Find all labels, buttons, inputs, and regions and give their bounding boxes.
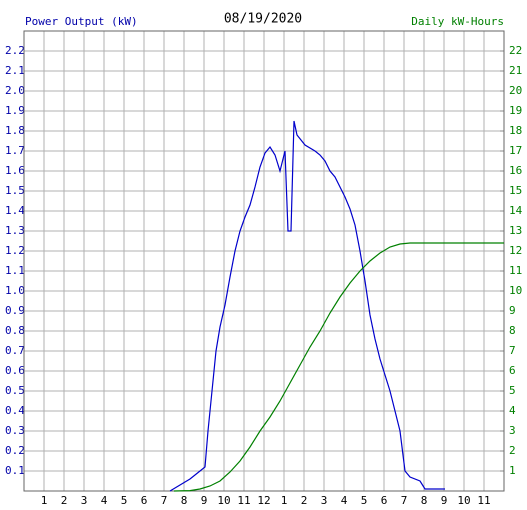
x-tick-label: 9 (201, 494, 208, 507)
y2-tick-label: 13 (509, 224, 522, 237)
y-tick-label: 2.1 (5, 64, 25, 77)
y-tick-label: 1.4 (5, 204, 25, 217)
y-tick-label: 1.8 (5, 124, 25, 137)
y2-tick-label: 22 (509, 44, 522, 57)
y2-tick-label: 9 (509, 304, 516, 317)
series-line (173, 242, 504, 492)
x-tick-label: 12 (257, 494, 270, 507)
y2-tick-label: 17 (509, 144, 522, 157)
y2-tick-label: 15 (509, 184, 522, 197)
y-tick-label: 1.2 (5, 244, 25, 257)
y-tick-label: 1.5 (5, 184, 25, 197)
x-tick-label: 5 (361, 494, 368, 507)
y2-tick-label: 16 (509, 164, 522, 177)
y2-tick-label: 11 (509, 264, 522, 277)
y2-tick-label: 6 (509, 364, 516, 377)
y2-tick-label: 5 (509, 384, 516, 397)
y-tick-label: 0.3 (5, 424, 25, 437)
y2-tick-label: 19 (509, 104, 522, 117)
y2-tick-label: 14 (509, 204, 523, 217)
y-tick-label: 1.1 (5, 264, 25, 277)
x-tick-label: 6 (381, 494, 388, 507)
y-tick-label: 1.0 (5, 284, 25, 297)
x-tick-label: 4 (101, 494, 108, 507)
y-tick-label: 1.3 (5, 224, 25, 237)
y2-tick-label: 18 (509, 124, 522, 137)
x-tick-label: 8 (421, 494, 428, 507)
x-tick-label: 1 (41, 494, 48, 507)
x-tick-label: 2 (301, 494, 308, 507)
plot-border (23, 30, 505, 492)
y2-tick-label: 4 (509, 404, 516, 417)
y2-axis-label: Daily kW-Hours (411, 15, 504, 28)
x-tick-label: 5 (121, 494, 128, 507)
y-tick-label: 0.4 (5, 404, 25, 417)
y2-tick-label: 7 (509, 344, 516, 357)
y2-tick-label: 20 (509, 84, 522, 97)
x-tick-label: 3 (81, 494, 88, 507)
x-tick-label: 8 (181, 494, 188, 507)
x-tick-label: 7 (401, 494, 408, 507)
x-tick-label: 3 (321, 494, 328, 507)
y-tick-label: 0.2 (5, 444, 25, 457)
y-tick-label: 0.1 (5, 464, 25, 477)
y-tick-label: 1.7 (5, 144, 25, 157)
y-tick-label: 1.6 (5, 164, 25, 177)
x-tick-label: 7 (161, 494, 168, 507)
x-tick-label: 2 (61, 494, 68, 507)
y-tick-label: 1.9 (5, 104, 25, 117)
x-tick-label: 10 (457, 494, 470, 507)
y2-tick-label: 1 (509, 464, 516, 477)
y2-tick-label: 21 (509, 64, 522, 77)
y-tick-label: 2.0 (5, 84, 25, 97)
x-tick-label: 1 (281, 494, 288, 507)
x-tick-label: 4 (341, 494, 348, 507)
y-tick-label: 0.9 (5, 304, 25, 317)
x-tick-label: 11 (477, 494, 490, 507)
x-tick-label: 11 (237, 494, 250, 507)
x-tick-label: 9 (441, 494, 448, 507)
x-tick-label: 10 (217, 494, 230, 507)
y2-tick-label: 12 (509, 244, 522, 257)
y2-tick-label: 2 (509, 444, 516, 457)
y-tick-label: 0.8 (5, 324, 25, 337)
y2-tick-label: 3 (509, 424, 516, 437)
y-axis-label: Power Output (kW) (25, 15, 138, 28)
y-tick-label: 0.5 (5, 384, 25, 397)
chart-title: 08/19/2020 (224, 12, 302, 27)
x-tick-label: 6 (141, 494, 148, 507)
y-tick-label: 2.2 (5, 44, 25, 57)
series-line (169, 120, 445, 492)
y2-tick-label: 10 (509, 284, 522, 297)
y-tick-label: 0.7 (5, 344, 25, 357)
y2-tick-label: 8 (509, 324, 516, 337)
y-tick-label: 0.6 (5, 364, 25, 377)
